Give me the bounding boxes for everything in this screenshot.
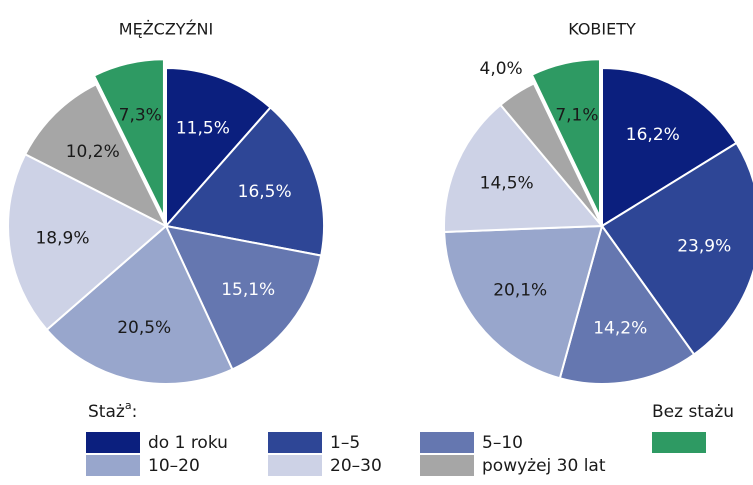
legend-swatch bbox=[420, 455, 474, 476]
pie-slice bbox=[7, 152, 168, 332]
pie-slice bbox=[443, 103, 605, 233]
pie-slice bbox=[530, 58, 602, 218]
data-label: 16,5% bbox=[238, 182, 292, 202]
data-label: 11,5% bbox=[176, 118, 230, 138]
data-label: 18,9% bbox=[35, 229, 89, 249]
chart-title: MĘŻCZYŹNI bbox=[119, 20, 213, 39]
pie-slice bbox=[601, 66, 738, 228]
legend-title-sup: a bbox=[125, 399, 132, 412]
data-label: 4,0% bbox=[480, 59, 523, 79]
pie-slice bbox=[23, 82, 169, 229]
legend-swatch bbox=[420, 432, 474, 453]
legend-title-suffix: : bbox=[132, 402, 138, 422]
legend-label: powyżej 30 lat bbox=[482, 456, 606, 476]
data-label: 16,2% bbox=[626, 125, 680, 145]
legend-swatch bbox=[86, 432, 140, 453]
data-label: 7,1% bbox=[555, 106, 598, 126]
pie-slice bbox=[165, 66, 272, 229]
pie-slice bbox=[499, 82, 603, 227]
legend-label: 20–30 bbox=[330, 456, 382, 476]
legend-label: 5–10 bbox=[482, 433, 523, 453]
pie-slice bbox=[45, 224, 234, 385]
legend-group-title: Bez stażu bbox=[652, 402, 734, 422]
legend-title: Staża: bbox=[88, 399, 137, 422]
data-label: 14,2% bbox=[593, 319, 647, 339]
data-label: 20,5% bbox=[117, 318, 171, 338]
legend-title-text: Staż bbox=[88, 402, 125, 422]
pie-slice bbox=[92, 58, 165, 218]
pie-slice bbox=[164, 106, 325, 257]
legend-swatch bbox=[268, 455, 322, 476]
legend-label: 1–5 bbox=[330, 433, 360, 453]
chart-title: KOBIETY bbox=[568, 20, 636, 39]
legend-label: do 1 roku bbox=[148, 433, 228, 453]
pie-slice bbox=[558, 223, 696, 385]
pie-slice bbox=[164, 224, 323, 371]
pie-slice bbox=[443, 224, 604, 380]
legend-swatch bbox=[652, 432, 706, 453]
pie-slice bbox=[600, 141, 753, 356]
data-label: 20,1% bbox=[493, 281, 547, 301]
data-label: 23,9% bbox=[677, 237, 731, 257]
legend-swatch bbox=[268, 432, 322, 453]
data-label: 14,5% bbox=[480, 174, 534, 194]
data-label: 7,3% bbox=[119, 106, 162, 126]
legend-swatch bbox=[86, 455, 140, 476]
data-label: 10,2% bbox=[66, 142, 120, 162]
legend-label: 10–20 bbox=[148, 456, 200, 476]
data-label: 15,1% bbox=[221, 280, 275, 300]
